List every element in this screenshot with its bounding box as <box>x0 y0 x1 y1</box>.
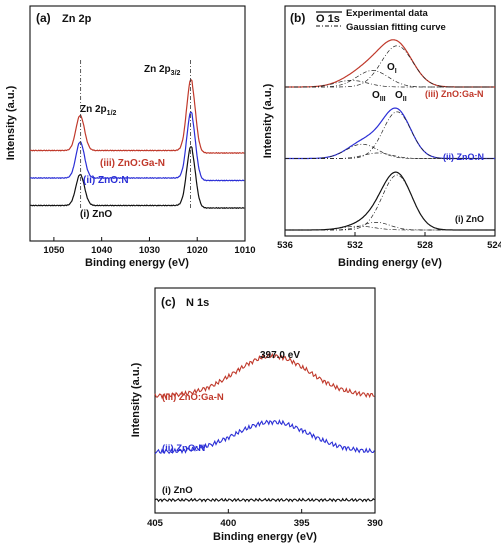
panel-c-annotation: 397.0 eV <box>260 350 300 361</box>
panel-c-series-line <box>154 352 375 400</box>
panel-b-series-label: (ii) ZnO:N <box>443 152 484 162</box>
panel-a-peak-label-sub: 1/2 <box>107 110 117 117</box>
panel-a-frame <box>29 5 246 242</box>
panel-a-xtick-label: 1020 <box>187 245 208 256</box>
panel-b-fit-curve <box>285 225 494 231</box>
panel-c-xtick-label: 405 <box>147 518 164 529</box>
panel-b-legend-fitting: Gaussian fitting curve <box>346 22 446 33</box>
panel-b-component-sub: III <box>380 96 386 103</box>
panel-b-component-label: OII <box>395 90 407 103</box>
panel-a-series-line <box>29 146 245 210</box>
panel-c-series-line <box>154 497 375 503</box>
panel-c-series-label: (iii) ZnO:Ga-N <box>162 392 224 403</box>
panel-a-series-label: (iii) ZnO:Ga-N <box>100 158 165 169</box>
panel-b-xtick-label: 524 <box>487 240 501 251</box>
panel-b-component-sub: I <box>395 68 397 75</box>
panel-c-series-label: (i) ZnO <box>162 485 193 496</box>
panel-b-label: (b) <box>290 11 305 25</box>
panel-c-xtick-label: 395 <box>294 518 311 529</box>
panel-a: (a) Zn 2p Intensity (a.u.) Binding energ… <box>5 5 256 269</box>
panel-b-legend-experimental: Experimental data <box>346 8 429 19</box>
panel-b-component-label: OI <box>387 62 397 75</box>
panel-b-series-line <box>285 171 495 231</box>
panel-b-component-label: OIII <box>372 90 386 103</box>
panel-b-ylabel: Intensity (a.u.) <box>262 83 274 158</box>
panel-a-peak-label-sub: 3/2 <box>171 70 181 77</box>
panel-a-xtick-label: 1030 <box>139 245 160 256</box>
panel-a-series-label: (ii) ZnO:N <box>83 175 129 186</box>
panel-b-xtick-label: 528 <box>417 240 433 251</box>
panel-b-fit-curve <box>285 80 494 88</box>
panel-b-series-line <box>285 107 495 160</box>
panel-a-peak-label-zn2p32: Zn 2p3/2 <box>144 64 181 77</box>
panel-b-fit-curve <box>285 152 494 159</box>
panel-c-xtick-label: 390 <box>367 518 383 529</box>
panel-a-peak-label-zn2p12: Zn 2p1/2 <box>80 104 117 117</box>
panel-c-ylabel: Intensity (a.u.) <box>130 362 142 437</box>
panel-b: (b) O 1s Intensity (a.u.) Binding energy… <box>262 5 501 269</box>
panel-c-label: (c) <box>161 295 176 309</box>
panel-b-fit-curve <box>285 143 494 159</box>
panel-c-xlabel: Binding energy (eV) <box>213 531 317 543</box>
panel-a-series-line <box>29 111 245 182</box>
panel-a-series-label: (i) ZnO <box>80 209 112 220</box>
panel-c-title: N 1s <box>186 297 209 309</box>
panel-a-series-line <box>29 79 245 155</box>
panel-b-xtick-label: 536 <box>277 240 293 251</box>
panel-a-label: (a) <box>36 11 51 25</box>
panel-c-frame <box>154 287 376 514</box>
panel-b-fit-curve <box>285 221 494 231</box>
panel-b-xtick-label: 532 <box>347 240 363 251</box>
panel-b-series-label: (iii) ZnO:Ga-N <box>425 89 484 99</box>
panel-a-ylabel: Intensity (a.u.) <box>5 85 17 160</box>
panel-c: (c) N 1s Intensity (a.u.) Binding energy… <box>130 287 383 543</box>
panel-a-xlabel: Binding energy (eV) <box>85 257 189 269</box>
panel-b-series-label: (i) ZnO <box>455 214 484 224</box>
panel-c-series-label: (ii) ZnO:N <box>162 443 205 454</box>
panel-b-component-sub: II <box>403 96 407 103</box>
panel-a-title: Zn 2p <box>62 13 92 25</box>
panel-c-xtick-label: 400 <box>220 518 236 529</box>
panel-c-series-line <box>154 418 375 455</box>
panel-b-xlabel: Binding energy (eV) <box>338 257 442 269</box>
panel-a-xtick-label: 1040 <box>91 245 112 256</box>
panel-b-frame <box>284 5 496 237</box>
panel-b-title: O 1s <box>316 13 340 25</box>
panel-a-xtick-label: 1050 <box>43 245 64 256</box>
panel-a-xtick-label: 1010 <box>234 245 255 256</box>
